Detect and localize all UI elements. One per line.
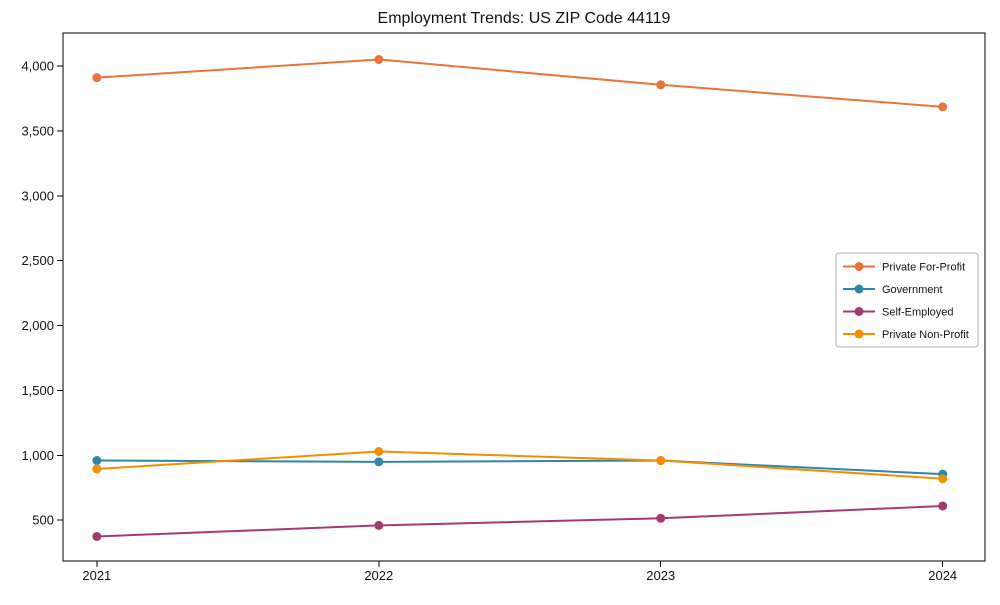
series-line-government	[95, 459, 944, 476]
series-line-private-non-profit	[95, 450, 944, 480]
legend-marker	[854, 329, 864, 339]
legend-entry-government: Government	[843, 284, 943, 296]
y-tick-label: 4,000	[21, 58, 54, 73]
legend-entry-self-employed: Self-Employed	[843, 307, 954, 319]
legend-marker	[854, 307, 864, 316]
x-axis: 2021 2022 2023 2024	[82, 561, 957, 583]
y-tick-label: 1,000	[21, 448, 54, 463]
x-tick-label: 2022	[364, 568, 393, 583]
marker-private-for-profit-2024	[938, 102, 948, 112]
series-line-self-employed	[95, 504, 944, 538]
series-self-employed	[92, 501, 948, 541]
marker-private-for-profit-2022	[374, 54, 384, 64]
legend-entry-private-for-profit: Private For-Profit	[843, 262, 965, 274]
series-government	[92, 456, 948, 479]
y-axis: 500 1,000 1,500 2,000 2,500 3,000 3,500 4,000	[21, 58, 63, 528]
series-line-private-for-profit	[95, 58, 944, 108]
marker-private-for-profit-2023	[656, 80, 666, 90]
y-tick-label: 1,500	[21, 383, 54, 398]
marker-private-non-profit-2023	[656, 456, 666, 466]
y-tick-label: 500	[32, 513, 54, 528]
y-tick-label: 2,000	[21, 318, 54, 333]
legend-marker	[854, 262, 864, 271]
marker-self-employed-2024	[938, 501, 948, 511]
x-tick-label: 2023	[646, 568, 675, 583]
marker-government-2021	[92, 456, 102, 466]
plot-box	[62, 32, 986, 562]
legend-box	[835, 252, 979, 348]
series-private-non-profit	[92, 446, 948, 484]
y-tick-label: 2,500	[21, 253, 54, 268]
chart-title: Employment Trends: US ZIP Code 44119	[378, 10, 671, 27]
legend-label: Private Non-Profit	[882, 329, 969, 341]
marker-self-employed-2023	[656, 513, 666, 523]
legend-label: Private For-Profit	[882, 262, 965, 274]
marker-private-non-profit-2024	[938, 474, 948, 484]
legend-marker	[854, 284, 864, 294]
marker-private-for-profit-2021	[92, 73, 102, 83]
marker-self-employed-2022	[374, 520, 384, 530]
marker-private-non-profit-2022	[374, 446, 384, 456]
plot-area: 500 1,000 1,500 2,000 2,500 3,000 3,500 4,000 20…	[21, 32, 986, 583]
marker-government-2022	[374, 457, 384, 467]
x-tick-label: 2021	[82, 568, 111, 583]
legend-label: Self-Employed	[882, 307, 954, 319]
marker-private-non-profit-2021	[92, 464, 102, 474]
legend: Private For-Profit Government Self-Employe…	[835, 252, 979, 348]
y-tick-label: 3,000	[21, 188, 54, 203]
x-tick-label: 2024	[928, 568, 957, 583]
series-private-for-profit	[92, 54, 948, 112]
legend-entry-private-non-profit: Private Non-Profit	[843, 329, 969, 341]
legend-label: Government	[882, 284, 943, 296]
marker-self-employed-2021	[92, 531, 102, 541]
y-tick-label: 3,500	[21, 123, 54, 138]
